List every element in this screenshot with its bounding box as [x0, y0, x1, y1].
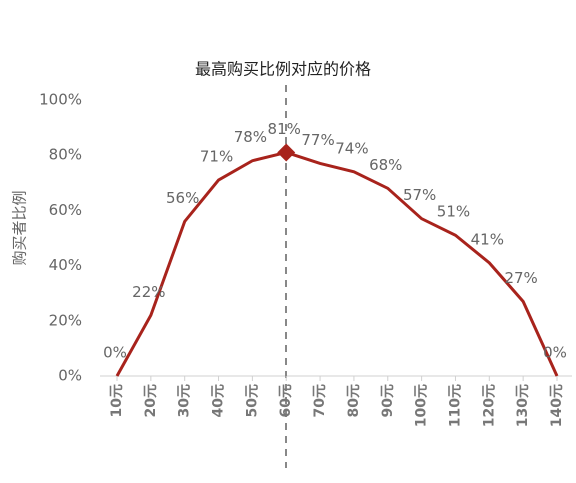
x-tick-label: 70元	[312, 384, 328, 417]
x-tick-label: 40元	[211, 384, 227, 417]
data-label: 57%	[403, 186, 436, 204]
data-label: 22%	[132, 283, 165, 301]
data-label: 81%	[268, 120, 301, 138]
data-label: 0%	[543, 344, 567, 362]
data-label: 78%	[234, 128, 267, 146]
x-tick-label: 20元	[143, 384, 159, 417]
y-tick-label: 0%	[58, 367, 82, 385]
y-tick-label: 80%	[49, 146, 82, 164]
data-label: 0%	[103, 344, 127, 362]
x-tick-label: 80元	[346, 384, 362, 417]
y-tick-label: 20%	[49, 311, 82, 329]
x-tick-label: 130元	[515, 384, 531, 427]
x-tick-label: 10元	[109, 384, 125, 417]
y-axis-label: 购买者比例	[11, 190, 29, 265]
x-tick-label: 110元	[447, 384, 463, 427]
chart-title: 最高购买比例对应的价格	[195, 60, 371, 79]
data-label: 41%	[471, 230, 504, 248]
x-tick-label: 120元	[481, 384, 497, 427]
line	[115, 150, 559, 377]
data-label: 77%	[301, 131, 334, 149]
x-tick-label: 50元	[244, 384, 260, 417]
data-label: 51%	[437, 203, 470, 221]
y-tick-label: 100%	[39, 91, 82, 109]
data-label: 27%	[504, 269, 537, 287]
x-tick-label: 30元	[177, 384, 193, 417]
data-label: 71%	[200, 148, 233, 166]
x-tick-label: 100元	[414, 384, 430, 427]
x-tick-label: 90元	[380, 384, 396, 417]
y-tick-label: 40%	[49, 256, 82, 274]
data-label: 56%	[166, 189, 199, 207]
x-tick-label: 140元	[549, 384, 565, 427]
y-tick-label: 60%	[49, 201, 82, 219]
max-marker	[277, 143, 296, 162]
data-label: 68%	[369, 156, 402, 174]
x-tick-label: 60元	[278, 384, 294, 417]
data-label: 74%	[335, 139, 368, 157]
